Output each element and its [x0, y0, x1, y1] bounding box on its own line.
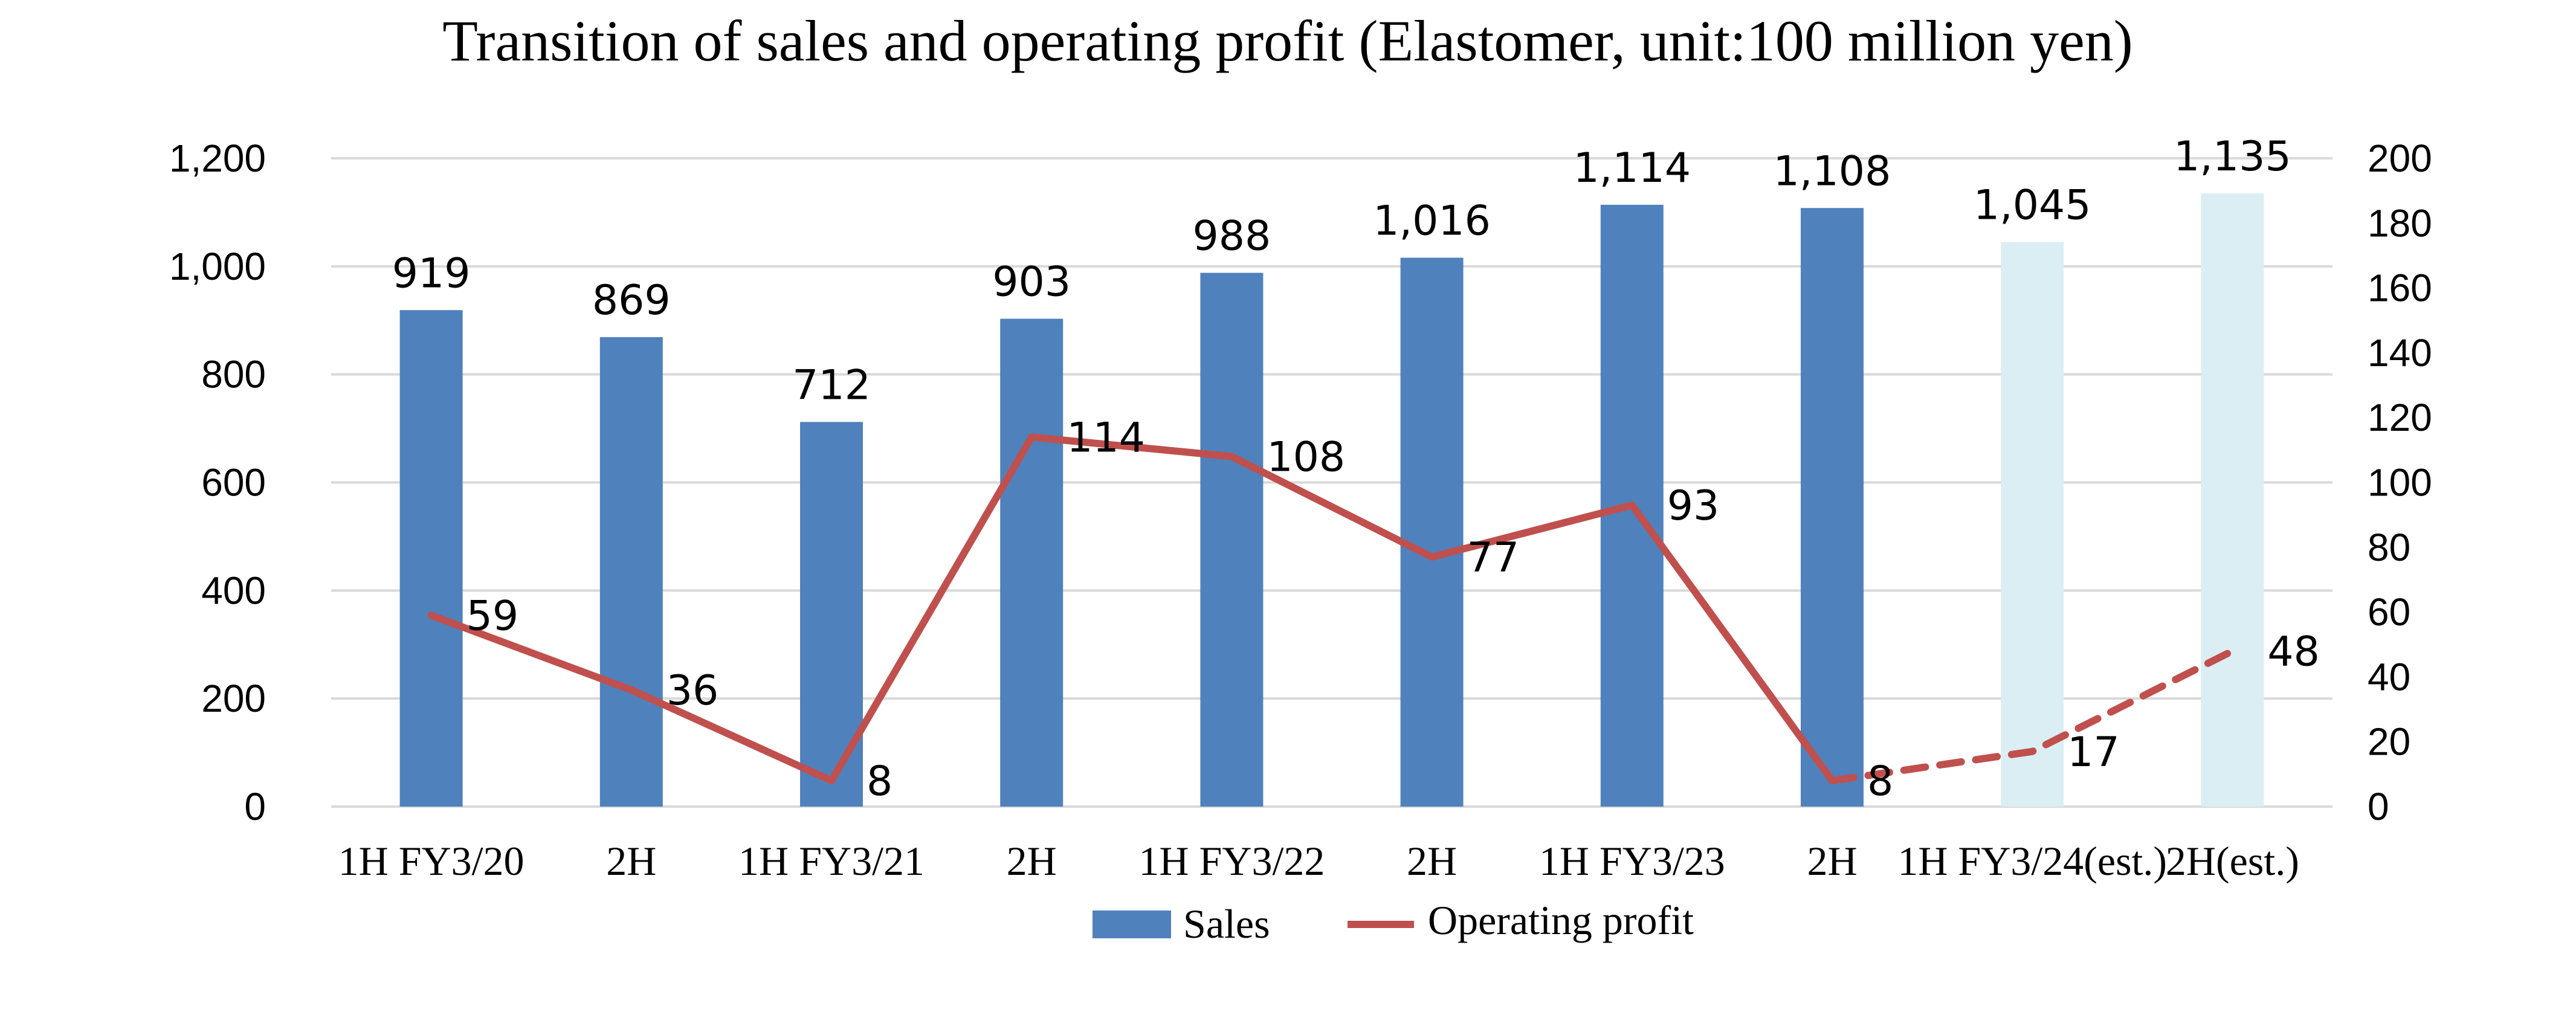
- sales-bar-estimate: [2201, 193, 2264, 807]
- legend-sales-label: Sales: [1183, 901, 1270, 947]
- right-axis-tick-label: 0: [2368, 785, 2389, 828]
- sales-data-label: 869: [592, 277, 671, 324]
- category-tick-label: 2H: [1007, 838, 1057, 884]
- right-axis-tick-label: 180: [2368, 201, 2432, 245]
- operating-profit-data-label: 108: [1267, 434, 1345, 482]
- data-labels: 919 869 712 903 988 1,016 1,114 1,108 1,045 1,135…: [392, 133, 2320, 805]
- sales-data-label: 988: [1193, 213, 1271, 260]
- sales-bar: [1801, 208, 1864, 807]
- sales-bar-estimate: [2001, 242, 2064, 807]
- category-tick-label: 1H FY3/21: [738, 838, 925, 884]
- legend-sales-swatch: [1093, 911, 1171, 938]
- sales-bar: [1000, 318, 1064, 807]
- legend-operating-profit-label: Operating profit: [1428, 897, 1694, 943]
- operating-profit-data-label: 36: [667, 667, 719, 715]
- gridlines: [331, 157, 2332, 808]
- sales-data-label: 1,135: [2174, 133, 2291, 181]
- operating-profit-data-label: 8: [867, 758, 893, 805]
- sales-data-label: 1,108: [1774, 147, 1891, 195]
- sales-data-label: 1,114: [1573, 144, 1691, 192]
- sales-bars: [399, 193, 2264, 807]
- right-axis-tick-label: 200: [2368, 137, 2432, 180]
- left-axis-tick-label: 400: [201, 569, 266, 612]
- category-tick-label: 1H FY3/20: [338, 838, 525, 884]
- operating-profit-data-label: 93: [1667, 482, 1720, 530]
- right-axis-tick-label: 140: [2368, 331, 2432, 375]
- axes: 0 200 400 600 800 1,000 1,200 0 20 40 60 80 100 120 14…: [169, 137, 2432, 884]
- operating-profit-line-actual: [427, 433, 1836, 785]
- category-tick-label: 2H: [1407, 838, 1457, 884]
- left-axis-tick-label: 1,200: [169, 137, 266, 180]
- operating-profit-data-label: 114: [1067, 414, 1145, 462]
- legend: Sales Operating profit: [1093, 897, 1694, 947]
- sales-data-label: 1,016: [1373, 198, 1491, 245]
- operating-profit-data-label: 59: [466, 592, 519, 640]
- category-tick-label: 1H FY3/24(est.): [1897, 838, 2167, 884]
- operating-profit-data-label: 48: [2267, 628, 2320, 675]
- sales-bar: [399, 310, 463, 807]
- sales-data-label: 903: [992, 259, 1071, 306]
- category-tick-label: 1H FY3/22: [1138, 838, 1325, 884]
- operating-profit-data-label: 77: [1467, 534, 1520, 582]
- right-axis-tick-label: 80: [2368, 526, 2410, 569]
- operating-profit-data-label: 8: [1867, 758, 1893, 805]
- sales-bar: [599, 337, 663, 807]
- left-axis-tick-label: 0: [244, 785, 266, 828]
- operating-profit-data-label: 17: [2067, 729, 2120, 776]
- sales-data-label: 919: [392, 250, 471, 297]
- category-tick-label: 1H FY3/23: [1539, 838, 1725, 884]
- right-axis-tick-label: 120: [2368, 396, 2432, 439]
- right-axis-tick-label: 100: [2368, 461, 2432, 504]
- right-axis-tick-label: 40: [2368, 655, 2410, 698]
- left-axis-tick-label: 600: [201, 461, 266, 504]
- right-axis-tick-label: 60: [2368, 590, 2410, 634]
- chart-title: Transition of sales and operating profit…: [442, 8, 2133, 73]
- operating-profit-line: [427, 433, 2236, 785]
- category-tick-label: 2H: [1807, 838, 1857, 884]
- right-axis-tick-label: 160: [2368, 266, 2432, 310]
- category-tick-label: 2H(est.): [2166, 838, 2299, 884]
- left-axis-tick-label: 1,000: [169, 245, 266, 288]
- left-axis-tick-label: 200: [201, 677, 266, 720]
- left-axis-tick-label: 800: [201, 353, 266, 396]
- sales-data-label: 712: [792, 361, 871, 409]
- sales-data-label: 1,045: [1974, 182, 2091, 230]
- operating-profit-line-estimate: [1829, 647, 2236, 785]
- right-axis-tick-label: 20: [2368, 720, 2410, 764]
- sales-bar: [1200, 272, 1264, 807]
- sales-bar: [1400, 257, 1464, 807]
- category-tick-label: 2H: [606, 838, 656, 884]
